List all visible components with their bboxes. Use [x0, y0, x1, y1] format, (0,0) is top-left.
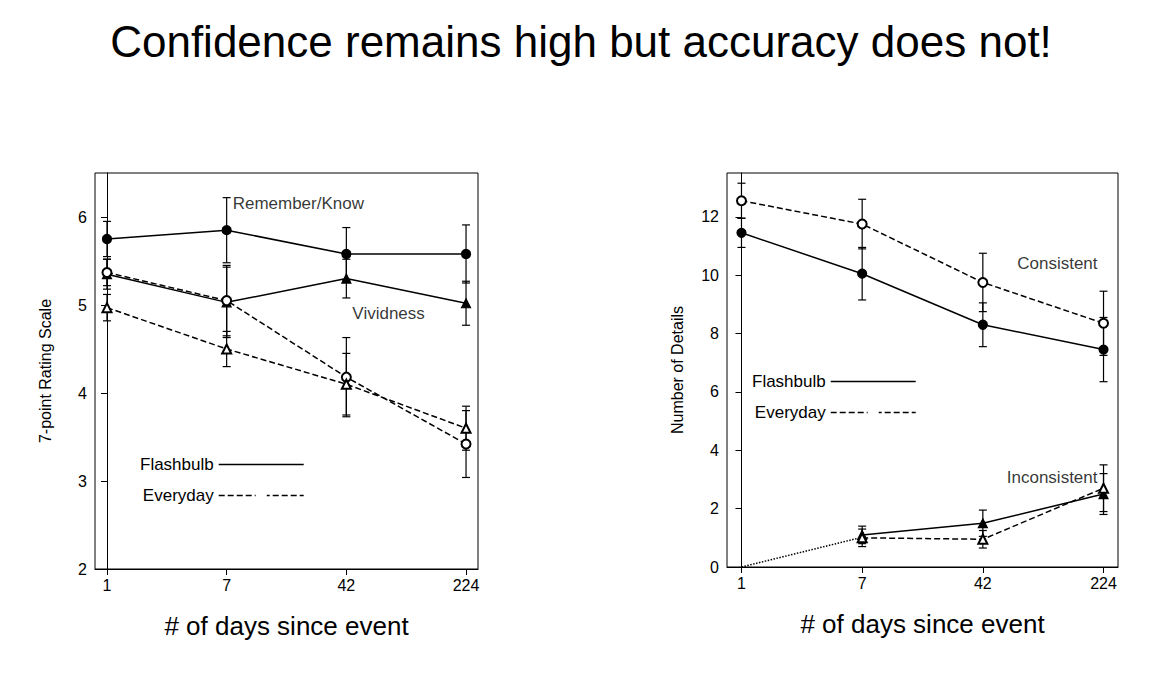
svg-text:4: 4: [710, 442, 719, 459]
svg-text:8: 8: [710, 325, 719, 342]
svg-text:# of days since event: # of days since event: [164, 611, 409, 641]
svg-text:7: 7: [222, 577, 231, 594]
svg-text:Vividness: Vividness: [352, 304, 424, 323]
svg-text:42: 42: [974, 575, 992, 592]
svg-text:4: 4: [78, 385, 87, 402]
svg-text:7-point Rating Scale: 7-point Rating Scale: [37, 299, 54, 443]
svg-text:# of days since event: # of days since event: [800, 609, 1045, 639]
svg-text:12: 12: [701, 208, 719, 225]
svg-text:2: 2: [78, 561, 87, 578]
svg-text:6: 6: [78, 209, 87, 226]
svg-text:5: 5: [78, 297, 87, 314]
svg-text:1: 1: [737, 575, 746, 592]
svg-text:224: 224: [453, 577, 480, 594]
svg-text:224: 224: [1090, 575, 1117, 592]
svg-text:6: 6: [710, 383, 719, 400]
svg-text:Everyday: Everyday: [143, 486, 214, 505]
svg-text:42: 42: [337, 577, 355, 594]
svg-text:Confidence remains high but ac: Confidence remains high but accuracy doe…: [110, 17, 1052, 66]
svg-text:Inconsistent: Inconsistent: [1007, 468, 1098, 487]
svg-text:Remember/Know: Remember/Know: [233, 194, 365, 213]
svg-text:Flashbulb: Flashbulb: [752, 372, 826, 391]
svg-text:0: 0: [710, 559, 719, 576]
svg-text:7: 7: [858, 575, 867, 592]
svg-text:10: 10: [701, 267, 719, 284]
svg-text:Everyday: Everyday: [755, 403, 826, 422]
svg-text:1: 1: [103, 577, 112, 594]
svg-text:Number of Details: Number of Details: [669, 306, 686, 434]
svg-text:2: 2: [710, 500, 719, 517]
svg-text:3: 3: [78, 473, 87, 490]
svg-text:Flashbulb: Flashbulb: [140, 455, 214, 474]
svg-text:Consistent: Consistent: [1017, 254, 1098, 273]
